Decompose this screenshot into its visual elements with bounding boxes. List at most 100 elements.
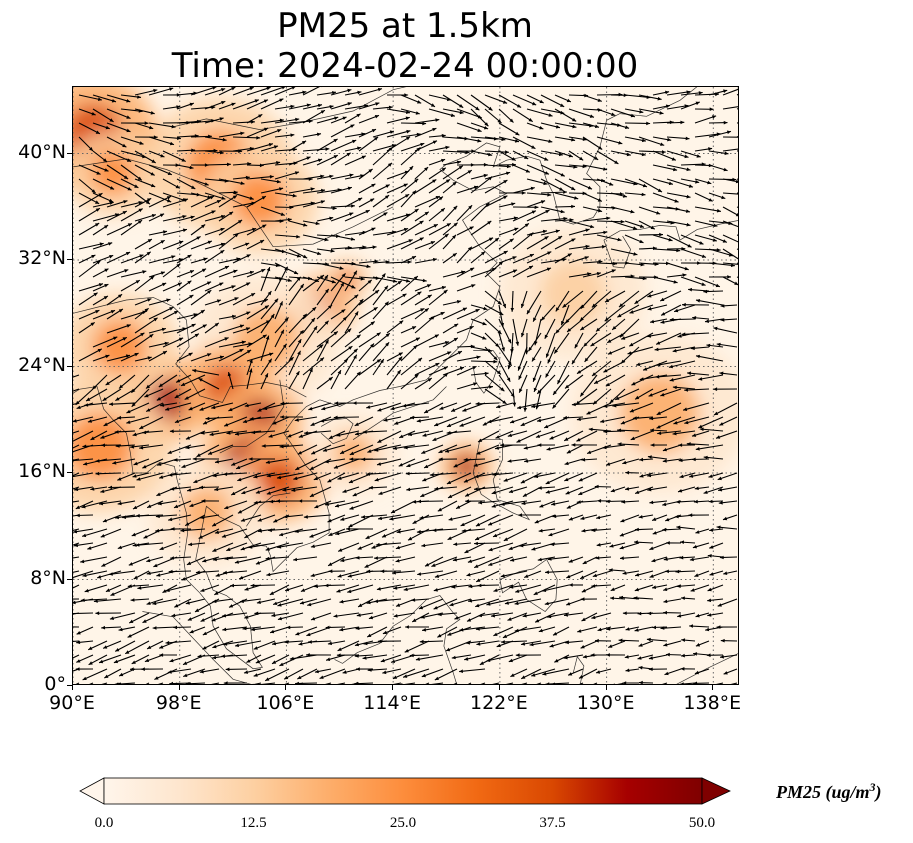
wind-arrow-head xyxy=(506,377,511,382)
wind-arrow-shaft xyxy=(260,98,284,110)
wind-arrow-head xyxy=(308,640,312,644)
wind-arrow-shaft xyxy=(470,176,493,194)
wind-arrow-shaft xyxy=(162,150,186,162)
y-tick-label: 16°N xyxy=(18,460,66,483)
wind-arrow-head xyxy=(660,320,665,324)
wind-arrow-shaft xyxy=(579,374,598,397)
wind-arrow-shaft xyxy=(344,311,359,334)
wind-arrow-head xyxy=(618,141,623,145)
wind-arrow-head xyxy=(695,530,700,534)
wind-arrow-head xyxy=(135,280,140,284)
wind-arrow-head xyxy=(494,237,499,242)
wind-arrow-head xyxy=(708,147,713,151)
wind-arrow-head xyxy=(190,215,195,220)
wind-arrow-head xyxy=(254,99,259,103)
wind-arrow-shaft xyxy=(694,276,721,288)
wind-arrow-head xyxy=(191,185,196,189)
wind-arrow-shaft xyxy=(204,337,229,348)
wind-arrow-head xyxy=(375,542,380,547)
wind-arrow-shaft xyxy=(249,416,276,420)
wind-arrow-head xyxy=(111,99,116,103)
pm25-hotspot xyxy=(258,458,302,501)
wind-arrow-head xyxy=(266,473,271,478)
wind-arrow-head xyxy=(181,577,186,581)
wind-arrow-head xyxy=(154,676,159,680)
wind-arrow-head xyxy=(140,332,145,337)
wind-arrow-head xyxy=(95,310,100,314)
wind-arrow-shaft xyxy=(209,430,234,436)
wind-arrow-shaft xyxy=(246,87,271,96)
wind-arrow-head xyxy=(348,346,353,350)
wind-arrow-head xyxy=(694,486,699,491)
wind-arrow-head xyxy=(677,614,682,618)
wind-arrow-head xyxy=(253,673,258,677)
wind-arrow-shaft xyxy=(390,654,416,663)
wind-arrow-shaft xyxy=(344,209,370,222)
wind-arrow-shaft xyxy=(386,193,410,208)
wind-arrow-head xyxy=(510,419,515,424)
wind-arrow-head xyxy=(686,442,691,446)
wind-arrow-shaft xyxy=(78,242,104,250)
wind-arrow-shaft xyxy=(246,127,269,138)
wind-arrow-head xyxy=(303,515,308,519)
wind-arrow-shaft xyxy=(333,458,360,469)
wind-arrow-head xyxy=(489,385,493,389)
wind-arrow-head xyxy=(317,158,323,163)
wind-arrow-head xyxy=(685,209,690,213)
wind-arrow-shaft xyxy=(579,304,598,322)
wind-arrow-shaft xyxy=(470,108,489,127)
y-tick-label: 8°N xyxy=(30,566,66,589)
wind-arrow-head xyxy=(333,139,338,143)
wind-arrow-shaft xyxy=(165,640,192,644)
wind-arrow-shaft xyxy=(334,500,360,508)
wind-arrow-head xyxy=(655,374,660,379)
wind-arrow-shaft xyxy=(78,122,101,135)
wind-arrow-shaft xyxy=(288,338,302,362)
wind-arrow-head xyxy=(162,589,167,593)
wind-arrow-head xyxy=(596,327,601,332)
wind-arrow-shaft xyxy=(555,290,570,312)
wind-arrow-shaft xyxy=(512,232,534,250)
wind-arrow-head xyxy=(237,477,242,482)
wind-arrow-head xyxy=(635,395,640,400)
wind-arrow-shaft xyxy=(126,416,150,424)
wind-arrow-head xyxy=(137,220,143,224)
wind-arrow-shaft xyxy=(176,236,201,250)
wind-arrow-head xyxy=(530,186,535,191)
wind-arrow-head xyxy=(533,387,538,392)
wind-arrow-shaft xyxy=(264,668,290,682)
wind-arrow-shaft xyxy=(127,626,150,638)
wind-arrow-head xyxy=(463,457,468,462)
wind-arrow-head xyxy=(507,617,512,621)
wind-arrow-shaft xyxy=(576,430,598,442)
wind-arrow-shaft xyxy=(73,444,80,449)
wind-arrow-head xyxy=(446,647,451,652)
wind-arrow-head xyxy=(418,357,422,362)
wind-arrow-head xyxy=(434,422,439,427)
wind-arrow-head xyxy=(506,171,511,176)
wind-arrow-head xyxy=(328,304,332,309)
wind-arrow-head xyxy=(385,342,390,347)
wind-arrow-head xyxy=(324,459,329,464)
wind-arrow-head xyxy=(399,434,404,438)
wind-arrow-shaft xyxy=(652,164,678,171)
wind-arrow-shaft xyxy=(680,276,706,286)
wind-arrow-head xyxy=(95,223,100,227)
wind-arrow-head xyxy=(488,152,493,157)
wind-arrow-head xyxy=(267,291,272,296)
wind-arrow-shaft xyxy=(554,238,576,250)
wind-arrow-head xyxy=(466,572,471,577)
wind-arrow-shaft xyxy=(405,472,430,475)
wind-arrow-head xyxy=(249,87,254,91)
wind-arrow-shaft xyxy=(541,584,570,592)
wind-arrow-head xyxy=(269,499,274,504)
wind-arrow-head xyxy=(176,379,181,383)
wind-arrow-shaft xyxy=(288,202,315,208)
wind-arrow-shaft xyxy=(666,91,691,96)
wind-arrow-head xyxy=(720,318,725,322)
wind-arrow-head xyxy=(239,349,244,353)
wind-arrow-shaft xyxy=(659,290,682,302)
wind-arrow-shaft xyxy=(512,136,536,150)
wind-arrow-head xyxy=(551,502,556,506)
wind-arrow-head xyxy=(170,556,174,560)
